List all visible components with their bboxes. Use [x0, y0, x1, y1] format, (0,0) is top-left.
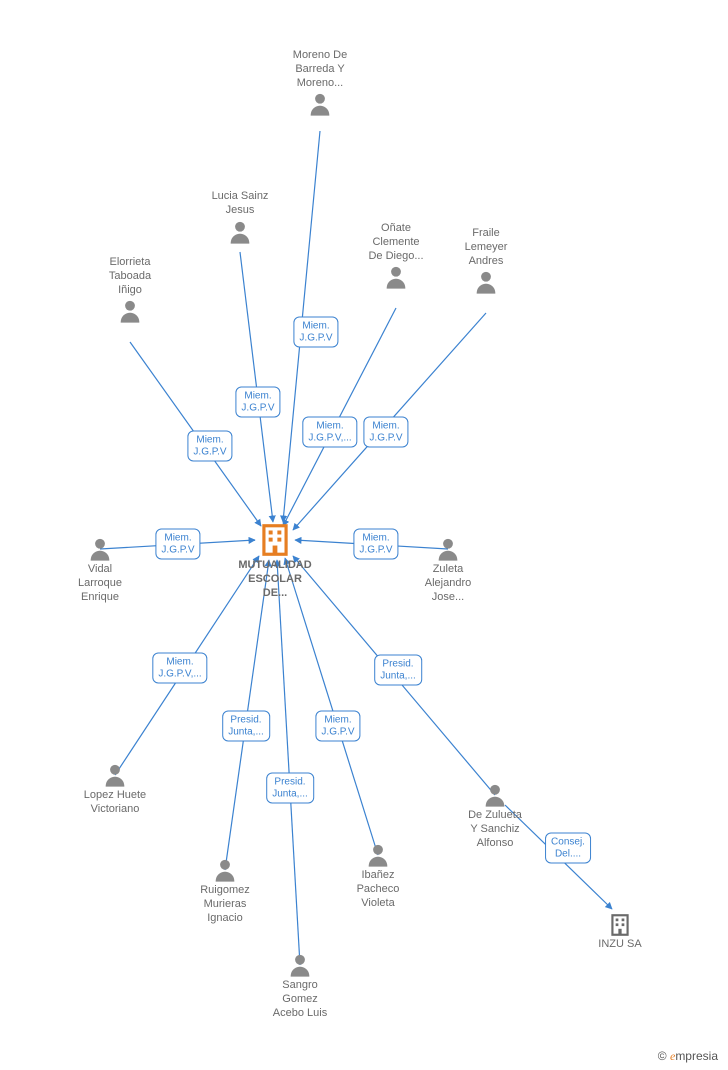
edge-line — [285, 558, 378, 855]
person-node-ruigomez[interactable]: Ruigomez Murieras Ignacio — [170, 856, 280, 925]
edge-label[interactable]: Consej.Del.... — [545, 833, 591, 864]
central-company-node[interactable]: MUTUALIDAD ESCOLAR DE... — [225, 521, 325, 600]
person-icon — [170, 856, 280, 884]
edge-label[interactable]: Miem.J.G.P.V — [315, 711, 360, 742]
edge-label[interactable]: Presid.Junta,... — [374, 655, 422, 686]
node-label: Elorrieta Taboada Iñigo — [75, 256, 185, 297]
edge-label[interactable]: Miem.J.G.P.V,... — [302, 417, 357, 448]
edge-label[interactable]: Presid.Junta,... — [266, 773, 314, 804]
node-label: Ibañez Pacheco Violeta — [323, 869, 433, 910]
node-label: Zuleta Alejandro Jose... — [393, 563, 503, 604]
node-label: INZU SA — [565, 938, 675, 952]
edge-label[interactable]: Miem.J.G.P.V — [187, 431, 232, 462]
copyright-symbol: © — [658, 1049, 667, 1063]
person-icon — [60, 761, 170, 789]
edge-line — [277, 560, 300, 965]
node-label: Lucia Sainz Jesus — [185, 190, 295, 218]
person-icon — [245, 951, 355, 979]
person-icon — [185, 218, 295, 246]
person-icon — [75, 297, 185, 325]
node-label: Fraile Lemeyer Andres — [431, 227, 541, 268]
person-node-fraile[interactable]: Fraile Lemeyer Andres — [431, 227, 541, 296]
central-label: MUTUALIDAD ESCOLAR DE... — [225, 559, 325, 600]
person-node-moreno[interactable]: Moreno De Barreda Y Moreno... — [265, 49, 375, 118]
person-node-elorrieta[interactable]: Elorrieta Taboada Iñigo — [75, 256, 185, 325]
node-label: Sangro Gomez Acebo Luis — [245, 979, 355, 1020]
person-node-vidal[interactable]: Vidal Larroque Enrique — [45, 535, 155, 604]
person-node-lucia[interactable]: Lucia Sainz Jesus — [185, 190, 295, 246]
person-node-lopez[interactable]: Lopez Huete Victoriano — [60, 761, 170, 817]
person-node-dezuleta[interactable]: De Zulueta Y Sanchiz Alfonso — [440, 781, 550, 850]
building-icon — [565, 912, 675, 938]
copyright: © empresia — [658, 1049, 718, 1064]
node-label: Lopez Huete Victoriano — [60, 789, 170, 817]
building-icon — [225, 521, 325, 559]
edge-label[interactable]: Miem.J.G.P.V — [155, 529, 200, 560]
person-icon — [265, 90, 375, 118]
edge-label[interactable]: Miem.J.G.P.V — [363, 417, 408, 448]
edge-label[interactable]: Miem.J.G.P.V — [293, 317, 338, 348]
edge-label[interactable]: Miem.J.G.P.V — [235, 387, 280, 418]
person-icon — [323, 841, 433, 869]
edge-label[interactable]: Miem.J.G.P.V,... — [152, 653, 207, 684]
person-icon — [393, 535, 503, 563]
person-node-zuleta[interactable]: Zuleta Alejandro Jose... — [393, 535, 503, 604]
person-node-sangro[interactable]: Sangro Gomez Acebo Luis — [245, 951, 355, 1020]
person-node-ibanez[interactable]: Ibañez Pacheco Violeta — [323, 841, 433, 910]
person-icon — [431, 268, 541, 296]
node-label: Ruigomez Murieras Ignacio — [170, 884, 280, 925]
diagram-canvas: MUTUALIDAD ESCOLAR DE... Moreno De Barred… — [0, 0, 728, 1070]
edge-label[interactable]: Presid.Junta,... — [222, 711, 270, 742]
node-label: De Zulueta Y Sanchiz Alfonso — [440, 809, 550, 850]
node-label: Vidal Larroque Enrique — [45, 563, 155, 604]
person-icon — [440, 781, 550, 809]
brand-rest: mpresia — [675, 1049, 718, 1063]
node-label: Moreno De Barreda Y Moreno... — [265, 49, 375, 90]
company-node-inzu[interactable]: INZU SA — [565, 912, 675, 952]
edge-label[interactable]: Miem.J.G.P.V — [353, 529, 398, 560]
person-icon — [45, 535, 155, 563]
